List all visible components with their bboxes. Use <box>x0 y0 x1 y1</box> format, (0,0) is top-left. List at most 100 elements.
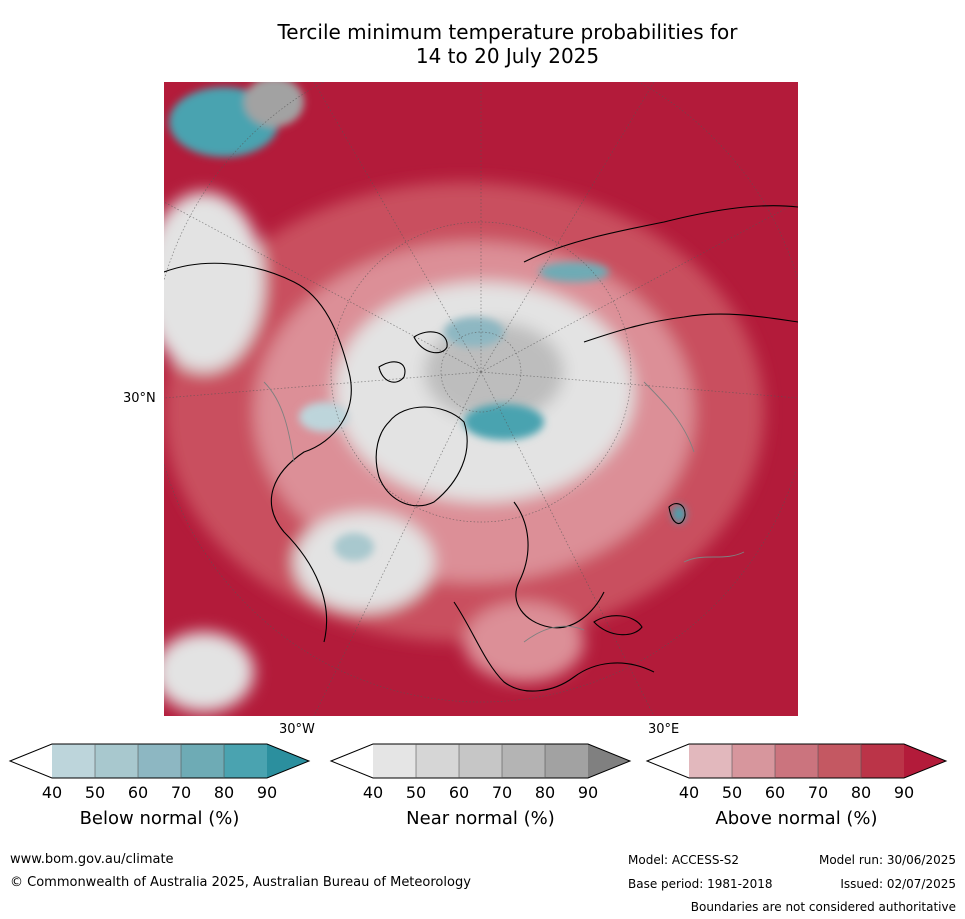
colorbar-tick-label: 70 <box>170 783 192 802</box>
colorbar-segment <box>545 744 588 778</box>
below-normal-canada <box>444 317 504 347</box>
near-normal-core <box>424 322 564 422</box>
colorbar-segment <box>732 744 775 778</box>
coast-north-america <box>164 262 352 643</box>
colorbar-segment <box>373 744 416 778</box>
below-normal-hudson <box>299 402 349 432</box>
chart-title: Tercile minimum temperature probabilitie… <box>0 20 965 68</box>
coast-arctic-islands <box>378 361 406 383</box>
meridian-8 <box>164 201 482 373</box>
border-1 <box>523 625 585 643</box>
colorbar-extend-low <box>10 744 52 778</box>
border-2 <box>683 551 745 563</box>
meridian-6 <box>313 371 482 716</box>
colorbar-segment <box>502 744 545 778</box>
lat-label-30n: 30°N <box>123 391 156 406</box>
lon-label-30w: 30°W <box>279 722 315 737</box>
below-normal-greenland <box>464 404 544 440</box>
colorbar-svg <box>329 743 632 779</box>
title-line-1: Tercile minimum temperature probabilitie… <box>277 20 738 44</box>
border-3 <box>643 381 695 453</box>
footer-copyright: © Commonwealth of Australia 2025, Austra… <box>10 875 471 890</box>
coast-eurasia <box>523 205 798 263</box>
colorbar-extend-low <box>647 744 689 778</box>
colorbar-segment <box>181 744 224 778</box>
colorbar-outline <box>329 743 632 779</box>
colorbar-svg <box>8 743 311 779</box>
colorbar-segment <box>861 744 904 778</box>
colorbar-tick-label: 80 <box>213 783 235 802</box>
footer-disclaimer: Boundaries are not considered authoritat… <box>690 900 956 914</box>
colorbar-extend-high <box>904 744 946 778</box>
colorbar-tick-label: 90 <box>893 783 915 802</box>
border-4 <box>263 381 295 463</box>
probability-shading <box>164 182 764 712</box>
colorbar-tick-label: 70 <box>807 783 829 802</box>
footer-issued: Issued: 02/07/2025 <box>840 877 956 891</box>
colorbar-above-label: Above normal (%) <box>715 808 878 829</box>
colorbar-near-label: Near normal (%) <box>406 808 555 829</box>
below-normal-atlantic <box>334 533 374 561</box>
colorbar-segment <box>775 744 818 778</box>
colorbar-extend-high <box>588 744 630 778</box>
coast-caspian <box>668 503 686 524</box>
colorbar-tick-label: 60 <box>764 783 786 802</box>
colorbar-segment <box>689 744 732 778</box>
colorbar-tick-label: 80 <box>850 783 872 802</box>
near-normal-pacific <box>164 192 264 372</box>
near-normal-south <box>164 632 254 712</box>
colorbar-extend-low <box>331 744 373 778</box>
lon-label-30e: 30°E <box>648 722 680 737</box>
lat-circle-60 <box>330 221 632 523</box>
colorbar-segment <box>459 744 502 778</box>
colorbar-near-normal <box>329 743 632 779</box>
colorbar-tick-label: 50 <box>721 783 743 802</box>
meridian-7 <box>480 371 655 716</box>
title-line-2: 14 to 20 July 2025 <box>415 44 600 68</box>
colorbar-tick-label: 50 <box>405 783 427 802</box>
borders <box>263 381 745 643</box>
colorbar-tick-label: 40 <box>41 783 63 802</box>
polar-map <box>164 82 798 716</box>
below-normal-bering-gray <box>244 82 304 127</box>
colorbar-outline <box>645 743 948 779</box>
graticule <box>164 82 798 716</box>
colorbar-segment <box>416 744 459 778</box>
coast-black-sea <box>593 615 643 636</box>
meridian-5 <box>480 82 655 373</box>
footer-url: www.bom.gov.au/climate <box>10 852 174 867</box>
colorbar-segment <box>52 744 95 778</box>
colorbar-tick-label: 40 <box>362 783 384 802</box>
colorbar-below-normal <box>8 743 311 779</box>
meridian-2 <box>164 371 482 399</box>
coast-canadian-arch <box>413 331 448 354</box>
colorbar-tick-label: 80 <box>534 783 556 802</box>
colorbar-svg <box>645 743 948 779</box>
meridian-3 <box>480 371 798 399</box>
footer-base-period: Base period: 1981-2018 <box>628 877 773 891</box>
map-canvas <box>164 82 798 716</box>
coast-siberia <box>583 313 798 343</box>
colorbar-extend-high <box>267 744 309 778</box>
footer-model: Model: ACCESS-S2 <box>628 853 740 867</box>
below-normal-patches <box>169 82 686 561</box>
colorbar-tick-label: 60 <box>127 783 149 802</box>
below-normal-siberia <box>539 262 609 282</box>
near-normal-atlantic <box>294 512 434 612</box>
colorbar-segment <box>224 744 267 778</box>
colorbar-outline <box>8 743 311 779</box>
colorbar-tick-label: 90 <box>256 783 278 802</box>
coast-scandinavia <box>513 501 605 629</box>
colorbar-below-label: Below normal (%) <box>79 808 240 829</box>
coast-europe <box>453 601 655 692</box>
coast-greenland <box>375 406 468 507</box>
coastlines <box>164 205 798 692</box>
colorbar-segment <box>818 744 861 778</box>
colorbar-tick-label: 70 <box>491 783 513 802</box>
meridian-9 <box>480 201 798 373</box>
colorbar-segment <box>95 744 138 778</box>
colorbar-tick-label: 40 <box>678 783 700 802</box>
below-normal-caspian <box>672 505 686 523</box>
colorbar-above-normal <box>645 743 948 779</box>
lat-circle-30 <box>164 82 798 703</box>
